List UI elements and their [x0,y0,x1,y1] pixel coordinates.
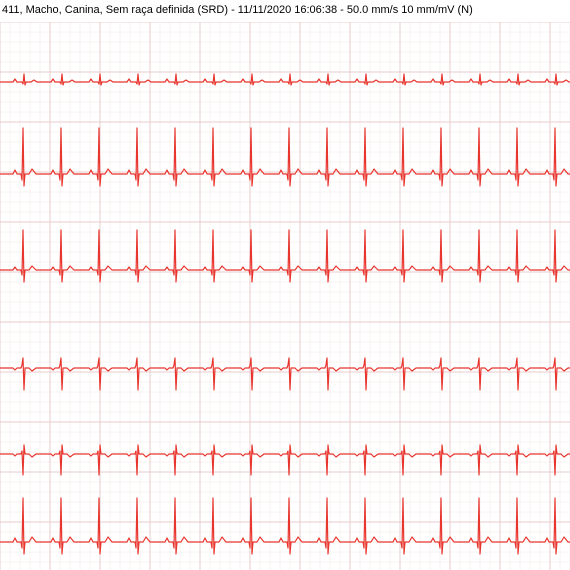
ecg-svg [0,22,570,570]
ecg-chart [0,22,570,570]
header-info: 411, Macho, Canina, Sem raça definida (S… [0,0,570,22]
